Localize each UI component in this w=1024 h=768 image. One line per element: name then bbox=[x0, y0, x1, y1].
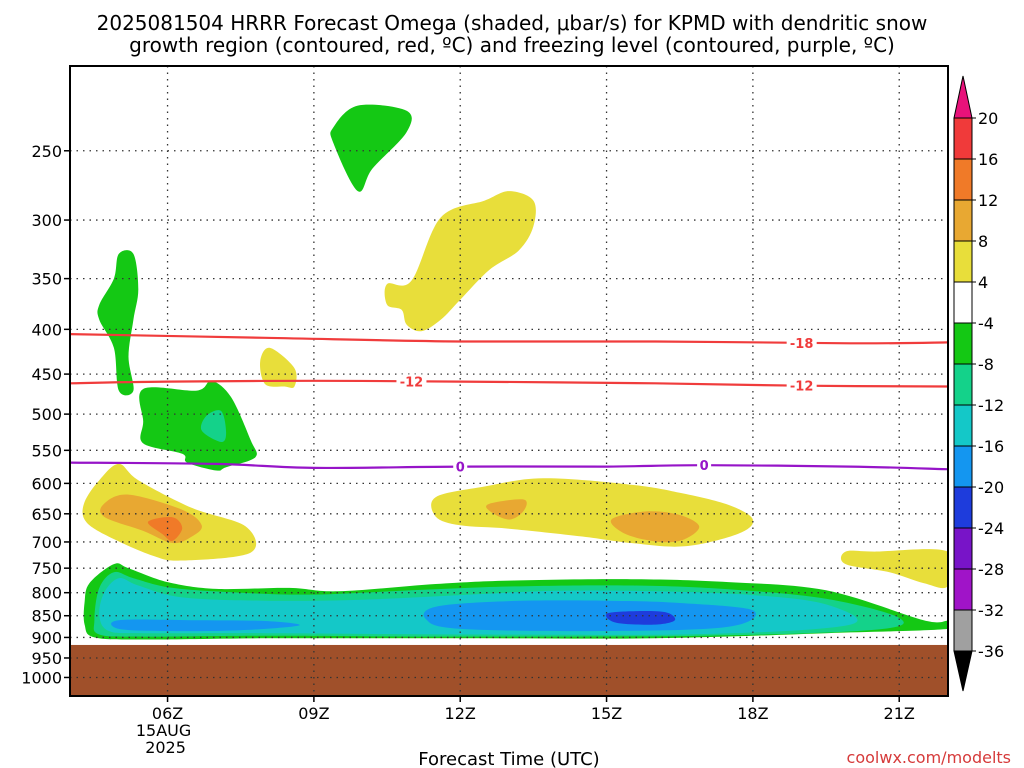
y-tick-label: 900 bbox=[31, 628, 62, 647]
contour-label-bg bbox=[786, 335, 817, 350]
colorbar-swatch bbox=[953, 527, 973, 570]
y-tick-label: 700 bbox=[31, 533, 62, 552]
colorbar-swatch bbox=[953, 609, 973, 652]
colorbar-label: -4 bbox=[978, 314, 994, 333]
colorbar-label: -32 bbox=[978, 601, 1004, 620]
colorbar-swatch bbox=[953, 445, 973, 488]
x-axis-label: Forecast Time (UTC) bbox=[418, 749, 599, 768]
omega-region-11 bbox=[260, 347, 297, 388]
ground-layer bbox=[70, 644, 948, 696]
y-tick-label: 850 bbox=[31, 607, 62, 626]
colorbar-label: -12 bbox=[978, 396, 1004, 415]
omega-region-2 bbox=[139, 380, 257, 471]
x-tick-label: 18Z bbox=[737, 704, 768, 723]
colorbar-swatch bbox=[953, 363, 973, 406]
y-tick-label: 450 bbox=[31, 365, 62, 384]
colorbar-swatch bbox=[953, 568, 973, 611]
omega-region-0 bbox=[330, 104, 412, 192]
y-tick-label: 500 bbox=[31, 405, 62, 424]
y-tick-label: 300 bbox=[31, 211, 62, 230]
y-tick-label: 1000 bbox=[21, 668, 62, 687]
colorbar-swatch bbox=[953, 281, 973, 324]
ground-fill bbox=[70, 644, 948, 696]
x-tick-label: 15Z bbox=[591, 704, 622, 723]
omega-region-8 bbox=[423, 600, 756, 632]
colorbar-bottom-arrow bbox=[953, 650, 973, 692]
omega-region-18 bbox=[840, 549, 948, 589]
contour-line-0 bbox=[70, 333, 948, 345]
x-tick-date-label: 15AUG bbox=[136, 721, 191, 740]
colorbar-label: 4 bbox=[978, 273, 988, 292]
x-tick-label: 09Z bbox=[298, 704, 329, 723]
omega-region-9 bbox=[605, 610, 676, 625]
y-tick-label: 950 bbox=[31, 649, 62, 668]
omega-region-14 bbox=[147, 517, 183, 542]
colorbar-label: -8 bbox=[978, 355, 994, 374]
omega-region-3 bbox=[200, 410, 227, 443]
colorbar-label: -28 bbox=[978, 560, 1004, 579]
omega-region-17 bbox=[610, 511, 700, 543]
colorbar-label: 12 bbox=[978, 191, 998, 210]
colorbar-swatch bbox=[953, 117, 973, 160]
pressure-axis: 250 300 350 400 450 500 550 600 650 700 750 800 850 9… bbox=[21, 142, 70, 687]
contour-label-bg bbox=[396, 374, 427, 389]
omega-region-7 bbox=[111, 619, 300, 632]
colorbar-top-arrow bbox=[953, 75, 973, 119]
colorbar-swatch bbox=[953, 322, 973, 365]
contour-label-bg bbox=[786, 378, 817, 393]
y-tick-label: 350 bbox=[31, 270, 62, 289]
omega-colorbar: 20 16 12 8 4 -4 -8 -12 -16 -20 -24 -28 -32 -36 bbox=[953, 75, 1004, 692]
credit-link[interactable]: coolwx.com/modelts bbox=[847, 748, 1011, 767]
colorbar-swatch bbox=[953, 240, 973, 283]
contour-label-bg bbox=[453, 459, 468, 474]
x-tick-label: 21Z bbox=[884, 704, 915, 723]
y-tick-label: 250 bbox=[31, 142, 62, 161]
colorbar-swatch bbox=[953, 404, 973, 447]
temperature-contours: -18 -12 -12 0 0 bbox=[70, 333, 948, 476]
omega-region-1 bbox=[97, 250, 139, 396]
colorbar-label: 16 bbox=[978, 150, 998, 169]
colorbar-label: 20 bbox=[978, 109, 998, 128]
y-tick-label: 800 bbox=[31, 584, 62, 603]
colorbar-label: -20 bbox=[978, 478, 1004, 497]
x-tick-label: 12Z bbox=[445, 704, 476, 723]
contour-label: 0 bbox=[700, 459, 709, 474]
y-tick-label: 650 bbox=[31, 505, 62, 524]
contour-label: 0 bbox=[456, 461, 465, 476]
y-tick-label: 750 bbox=[31, 559, 62, 578]
chart-title-line-2: growth region (contoured, red, ºC) and f… bbox=[129, 33, 895, 57]
colorbar-swatch bbox=[953, 199, 973, 242]
omega-shading bbox=[82, 104, 948, 640]
omega-region-16 bbox=[486, 499, 527, 520]
colorbar-label: -16 bbox=[978, 437, 1004, 456]
x-tick-label: 06Z bbox=[152, 704, 183, 723]
colorbar-swatch bbox=[953, 158, 973, 201]
colorbar-label: -36 bbox=[978, 642, 1004, 661]
gridlines bbox=[70, 66, 948, 696]
y-tick-label: 600 bbox=[31, 474, 62, 493]
contour-label: -12 bbox=[790, 380, 814, 395]
contour-label: -12 bbox=[400, 375, 424, 390]
x-tick-year-label: 2025 bbox=[145, 738, 186, 757]
chart-title-line-1: 2025081504 HRRR Forecast Omega (shaded, … bbox=[97, 11, 928, 35]
y-tick-label: 550 bbox=[31, 441, 62, 460]
colorbar-label: 8 bbox=[978, 232, 988, 251]
contour-line-2 bbox=[70, 461, 948, 471]
y-tick-label: 400 bbox=[31, 320, 62, 339]
contour-label: -18 bbox=[790, 337, 814, 352]
contour-label-bg bbox=[697, 458, 712, 473]
plot-frame bbox=[69, 65, 949, 697]
colorbar-swatch bbox=[953, 486, 973, 529]
colorbar-label: -24 bbox=[978, 519, 1004, 538]
